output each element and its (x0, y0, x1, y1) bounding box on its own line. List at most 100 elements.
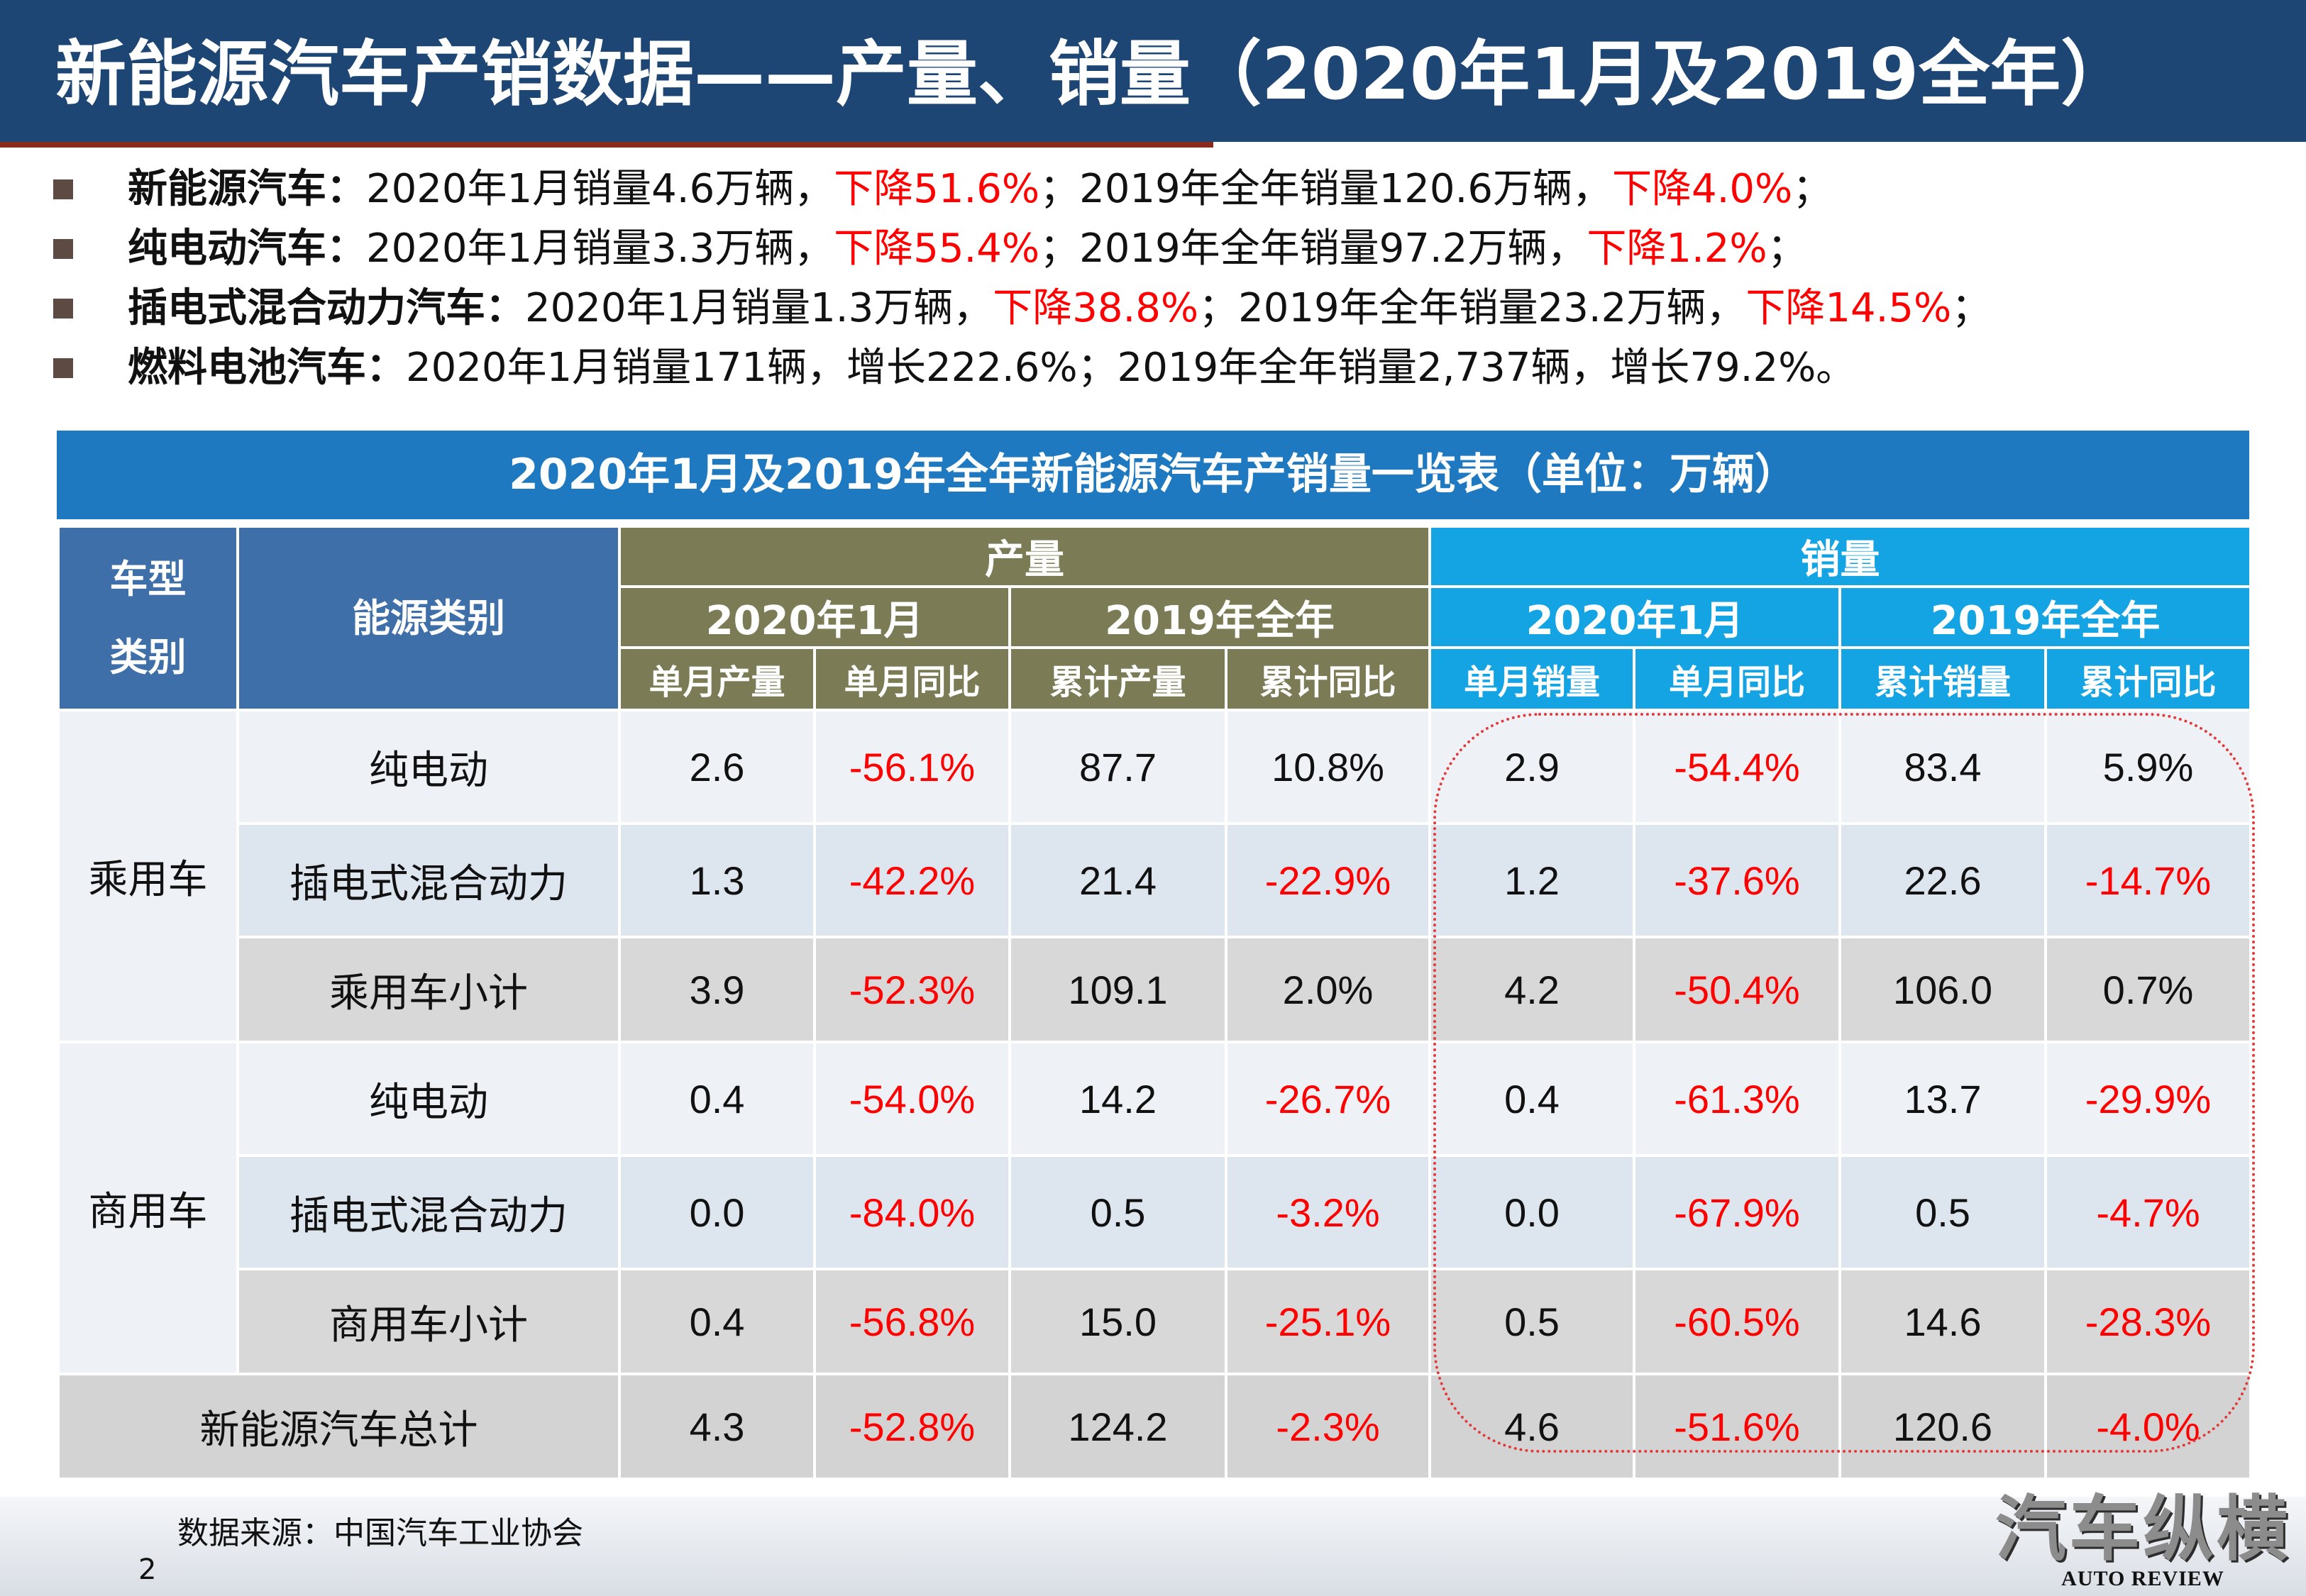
energy-cell: 纯电动 (236, 709, 621, 825)
bullet-label: 纯电动汽车： (128, 226, 366, 272)
value-cell: -84.0% (813, 1154, 1011, 1270)
column-header: 累计同比 (1225, 646, 1431, 711)
value-cell: 124.2 (1008, 1373, 1228, 1480)
value-cell: -2.3% (1225, 1373, 1431, 1480)
value-cell: -4.0% (2044, 1373, 2252, 1480)
logo-text: 汽车纵横 (1995, 1487, 2290, 1570)
value-cell: 0.0 (618, 1154, 816, 1270)
page-number: 2 (138, 1553, 157, 1586)
bullet-red-value: 下降1.2% (1587, 226, 1767, 272)
table-row: 商用车 纯电动 0.4 -54.0% 14.2 -26.7% 0.4 -61.3% 13.7… (57, 1041, 2252, 1375)
bullet-item: 纯电动汽车：2020年1月销量3.3万辆，下降55.4%；2019年全年销量97… (50, 219, 2263, 279)
header-row: 2020年1月 2019年全年 2020年1月 2019年全年 (58, 585, 2252, 649)
page-title: 新能源汽车产销数据——产量、销量（2020年1月及2019全年） (55, 33, 2132, 116)
bullet-part: ； (1951, 285, 1992, 331)
column-header: 累计产量 (1008, 646, 1228, 711)
table-row: 商用车小计 0.4 -56.8% 15.0 -25.1% 0.5 -60.5% 14.6 -2… (58, 1268, 2252, 1375)
value-cell: 14.6 (1838, 1268, 2047, 1375)
value-cell: -28.3% (2044, 1268, 2252, 1375)
value-cell: 0.4 (1428, 1041, 1635, 1157)
production-header: 产量 (618, 525, 1431, 588)
value-cell: 4.2 (1428, 936, 1635, 1043)
value-cell: -25.1% (1225, 1268, 1431, 1375)
value-cell: -67.9% (1633, 1154, 1841, 1270)
value-cell: -3.2% (1225, 1154, 1431, 1270)
value-cell: 2.0% (1225, 936, 1431, 1043)
value-cell: -54.0% (813, 1041, 1011, 1157)
bullet-part: ； (1767, 226, 1807, 272)
bullet-part: ；2019年全年销量97.2万辆， (1039, 226, 1587, 272)
table-row: 乘用车小计 3.9 -52.3% 109.1 2.0% 4.2 -50.4% 106.0 0.… (58, 936, 2252, 1043)
sales-table: 车型类别 能源类别 产量 销量 2020年1月 2019年全年 2020年1月 … (57, 525, 2252, 1480)
value-cell: 0.5 (1838, 1154, 2047, 1270)
title-bar: 新能源汽车产销数据——产量、销量（2020年1月及2019全年） (0, 0, 2306, 142)
value-cell: 0.4 (618, 1041, 816, 1157)
value-cell: 5.9% (2044, 709, 2252, 825)
value-cell: -37.6% (1633, 822, 1841, 938)
value-cell: 3.9 (618, 936, 816, 1043)
bullet-red-value: 下降55.4% (834, 226, 1040, 272)
value-cell: 4.3 (618, 1373, 816, 1480)
value-cell: 14.2 (1008, 1041, 1228, 1157)
table-row: 插电式混合动力 1.3 -42.2% 21.4 -22.9% 1.2 -37.6% 22.6… (58, 822, 2252, 938)
bullet-text: 插电式混合动力汽车：2020年1月销量1.3万辆，下降38.8%；2019年全年… (128, 279, 1991, 338)
bullet-label: 新能源汽车： (128, 166, 366, 212)
value-cell: 2.9 (1428, 709, 1635, 825)
energy-cell: 插电式混合动力 (236, 822, 621, 938)
value-cell: -56.8% (813, 1268, 1011, 1375)
vehicle-type-header: 车型 类别 (57, 525, 239, 711)
value-cell: 2.6 (618, 709, 816, 825)
bullet-part: ；2019年全年销量23.2万辆， (1198, 285, 1746, 331)
value-cell: 15.0 (1008, 1268, 1228, 1375)
energy-cell: 纯电动 (236, 1041, 621, 1157)
logo-subtext: AUTO REVIEW (2061, 1567, 2224, 1590)
energy-cell: 商用车小计 (236, 1268, 621, 1375)
sales-year-header: 2019年全年 (1838, 585, 2252, 649)
table-title: 2020年1月及2019年全年新能源汽车产销量一览表（单位：万辆） (57, 431, 2249, 519)
column-header: 单月产量 (618, 646, 816, 711)
value-cell: 1.2 (1428, 822, 1635, 938)
bullet-red-value: 下降51.6% (834, 166, 1040, 212)
value-cell: 83.4 (1838, 709, 2047, 825)
value-cell: 106.0 (1838, 936, 2047, 1043)
bullet-part: ；2019年全年销量120.6万辆， (1039, 166, 1612, 212)
bullet-text: 燃料电池汽车：2020年1月销量171辆，增长222.6%；2019年全年销量2… (128, 338, 1855, 398)
value-cell: -22.9% (1225, 822, 1431, 938)
value-cell: -14.7% (2044, 822, 2252, 938)
auto-review-logo: 汽车纵横 AUTO REVIEW (1987, 1490, 2299, 1592)
header-row: 单月产量 单月同比 累计产量 累计同比 单月销量 单月同比 累计销量 累计同比 (58, 646, 2252, 711)
column-header: 单月同比 (813, 646, 1011, 711)
value-cell: 0.0 (1428, 1154, 1635, 1270)
bullet-label: 插电式混合动力汽车： (128, 285, 525, 331)
value-cell: -52.8% (813, 1373, 1011, 1480)
header-line: 车型 (109, 556, 187, 602)
value-cell: 10.8% (1225, 709, 1431, 825)
bullet-red-value: 下降4.0% (1611, 166, 1793, 212)
bullet-text: 新能源汽车：2020年1月销量4.6万辆，下降51.6%；2019年全年销量12… (128, 160, 1832, 219)
value-cell: 87.7 (1008, 709, 1228, 825)
bullet-item: 插电式混合动力汽车：2020年1月销量1.3万辆，下降38.8%；2019年全年… (50, 279, 2263, 338)
value-cell: 4.6 (1428, 1373, 1635, 1480)
bullet-red-value: 下降38.8% (993, 285, 1199, 331)
bullet-part: 2020年1月销量3.3万辆， (366, 226, 834, 272)
data-source-note: 数据来源：中国汽车工业协会 (177, 1515, 583, 1551)
value-cell: -60.5% (1633, 1268, 1841, 1375)
value-cell: 22.6 (1838, 822, 2047, 938)
title-underline (0, 142, 1213, 148)
bullet-red-value: 下降14.5% (1745, 285, 1952, 331)
bullet-square-icon (53, 358, 73, 378)
bullet-square-icon (53, 299, 73, 318)
bullet-part: 2020年1月销量4.6万辆， (366, 166, 834, 212)
value-cell: -61.3% (1633, 1041, 1841, 1157)
energy-type-header: 能源类别 (236, 525, 621, 711)
value-cell: -4.7% (2044, 1154, 2252, 1270)
value-cell: -54.4% (1633, 709, 1841, 825)
bullet-label: 燃料电池汽车： (128, 345, 406, 391)
table-row: 乘用车 纯电动 2.6 -56.1% 87.7 10.8% 2.9 -54.4% 83.4 5… (57, 709, 2252, 1043)
energy-cell: 插电式混合动力 (236, 1154, 621, 1270)
header-line: 类别 (109, 634, 187, 680)
value-cell: 21.4 (1008, 822, 1228, 938)
footer-band (0, 1497, 2306, 1596)
total-row: 新能源汽车总计 4.3 -52.8% 124.2 -2.3% 4.6 -51.6% 120.… (57, 1373, 2252, 1480)
sales-header: 销量 (1428, 525, 2252, 588)
